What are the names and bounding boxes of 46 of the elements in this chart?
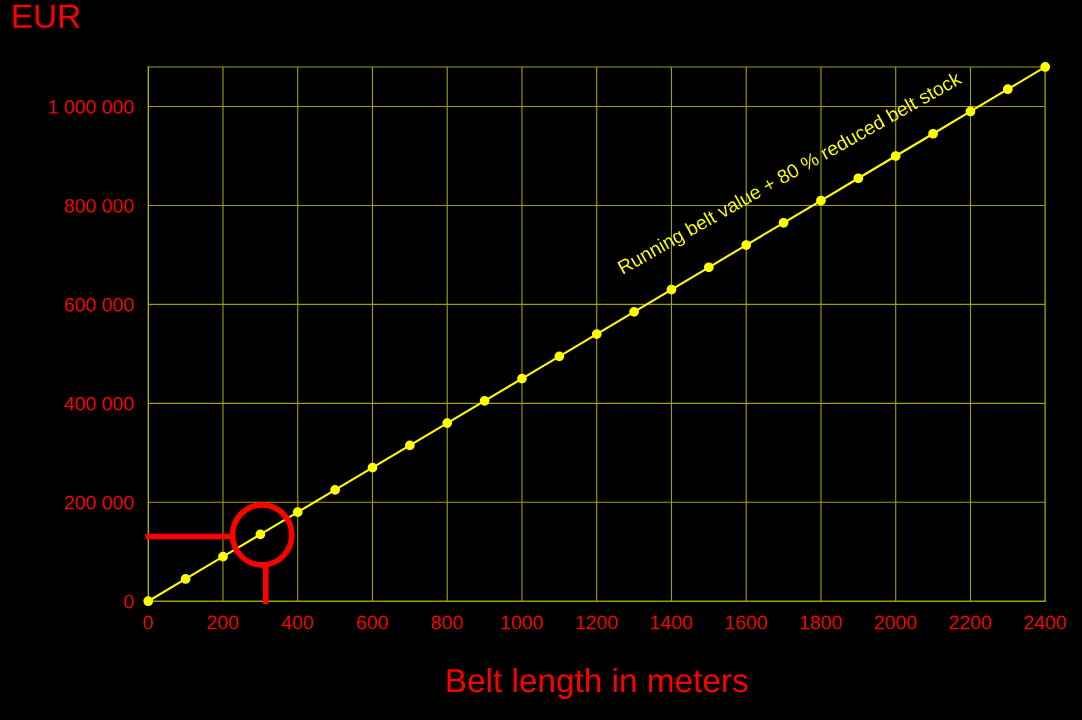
point xyxy=(180,574,191,584)
point xyxy=(778,217,789,228)
y-tick-label: 0 xyxy=(124,594,134,609)
point xyxy=(143,596,154,607)
x-tick-label: 800 xyxy=(431,615,463,630)
point xyxy=(928,128,938,139)
y-tick-label: 800 000 xyxy=(64,198,134,213)
y-tick-label: 1 000 000 xyxy=(49,100,134,114)
point xyxy=(591,329,602,339)
x-tick-label: 200 xyxy=(207,615,239,630)
y-tick-label: 600 000 xyxy=(65,297,134,312)
point xyxy=(554,351,565,362)
x-tick-label: 1400 xyxy=(651,615,693,630)
point xyxy=(703,262,714,273)
x-tick-label: 0 xyxy=(143,615,153,630)
x-tick-label: 1800 xyxy=(800,615,842,630)
x-tick-label: 2400 xyxy=(1024,615,1067,630)
point xyxy=(1002,84,1013,95)
point xyxy=(404,440,415,451)
y-axis-title: EUR xyxy=(13,4,80,29)
x-tick-label: 600 xyxy=(357,615,388,630)
point xyxy=(367,462,378,473)
point xyxy=(442,418,453,428)
point xyxy=(666,284,677,295)
y-tick-label: 200 000 xyxy=(65,495,134,510)
x-tick-label: 1200 xyxy=(576,615,618,630)
point xyxy=(292,507,303,518)
point xyxy=(517,373,527,384)
point xyxy=(479,395,490,406)
x-tick-label: 1000 xyxy=(501,615,543,630)
x-axis-title: Belt length in meters xyxy=(447,667,748,700)
x-tick-label: 2000 xyxy=(875,615,917,630)
x-tick-label: 2200 xyxy=(949,615,992,630)
point xyxy=(816,195,826,206)
point xyxy=(965,106,976,117)
point xyxy=(330,485,340,495)
point xyxy=(629,306,639,317)
point xyxy=(853,173,864,184)
point xyxy=(890,151,901,161)
point xyxy=(1040,62,1051,72)
point xyxy=(741,240,752,250)
x-tick-label: 400 xyxy=(281,615,314,630)
y-tick-label: 400 000 xyxy=(64,396,134,411)
x-tick-label: 1600 xyxy=(726,615,768,630)
point xyxy=(218,551,228,562)
point xyxy=(255,529,266,540)
